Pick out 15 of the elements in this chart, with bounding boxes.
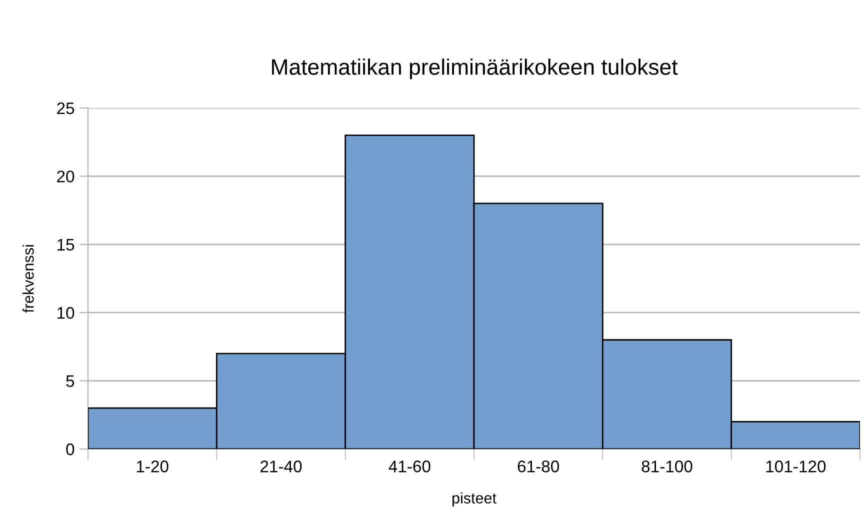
chart-title: Matematiikan preliminäärikokeen tulokset xyxy=(272,58,678,80)
x-tick-label: 41-60 xyxy=(388,460,430,472)
y-tick-label: 15 xyxy=(58,238,74,251)
x-tick-label: 21-40 xyxy=(260,460,302,472)
x-tick-label: 61-80 xyxy=(518,460,559,472)
y-tick-label: 5 xyxy=(66,375,74,388)
x-tick-label: 101-120 xyxy=(766,460,826,472)
y-axis-title: frekvenssi xyxy=(22,245,34,313)
y-tick-label: 20 xyxy=(57,170,74,182)
y-tick-label: 25 xyxy=(57,102,74,114)
y-tick-label: 10 xyxy=(58,307,74,319)
x-tick-label: 81-100 xyxy=(642,460,692,472)
y-tick-label: 0 xyxy=(66,443,74,456)
x-tick-label: 1-20 xyxy=(136,460,168,472)
x-axis-title: pisteet xyxy=(452,492,496,507)
